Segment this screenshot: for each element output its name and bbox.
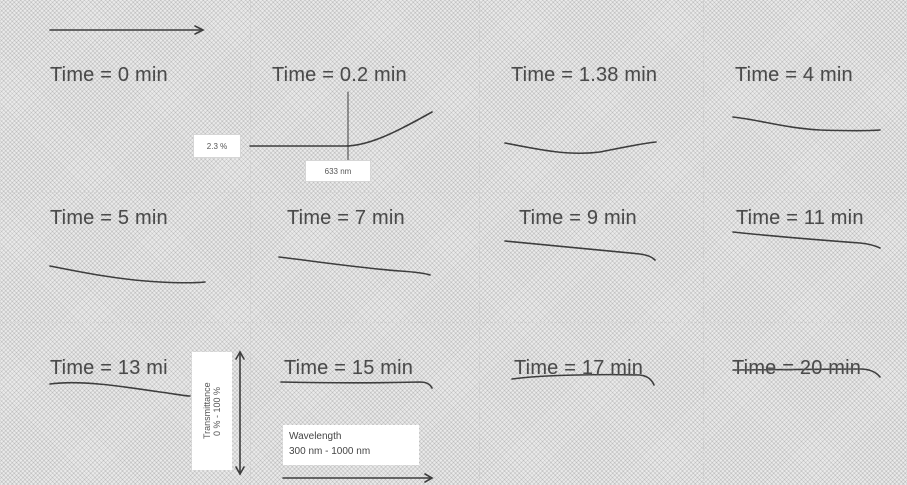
row-divider <box>0 192 907 193</box>
spectrum-curve-7-min <box>278 256 431 276</box>
panel-label-11-min: Time = 11 min <box>736 207 864 229</box>
spectrum-curve-15-min <box>280 381 433 389</box>
panel-label-15-min: Time = 15 min <box>284 357 414 379</box>
row-divider <box>0 322 907 323</box>
spectrum-curve-9-min <box>504 240 656 261</box>
wavelength-marker-label: 633 nm <box>305 160 371 182</box>
panel-label-9-min: Time = 9 min <box>519 207 637 229</box>
spectrum-curve-4-min <box>732 116 881 132</box>
column-divider <box>703 0 704 485</box>
panel-label-20-min: Time = 20 min <box>732 357 862 379</box>
spectrum-curve-1.38-min <box>504 141 657 155</box>
spectrum-curve-0.2-min <box>249 111 433 147</box>
transmittance-marker-label: 2.3 % <box>193 134 241 158</box>
panel-label-5-min: Time = 5 min <box>50 207 168 229</box>
spectrum-curve-13-min <box>49 381 191 397</box>
panel-label-17-min: Time = 17 min <box>514 357 644 379</box>
wavelength-axis-label: Wavelength 300 nm - 1000 nm <box>283 425 419 465</box>
panel-label-13-min: Time = 13 mi <box>50 357 168 379</box>
transmittance-axis-label: Transmittance 0 % - 100 % <box>192 352 232 470</box>
y-axis-title: Transmittance <box>202 382 212 440</box>
panel-label-7-min: Time = 7 min <box>287 207 405 229</box>
spectrum-curve-20-min <box>732 368 881 378</box>
spectrum-curve-11-min <box>732 231 881 249</box>
arrow-head <box>194 25 205 35</box>
column-divider <box>479 0 480 485</box>
column-divider <box>250 0 251 485</box>
y-axis-range: 0 % - 100 % <box>212 386 222 436</box>
panel-label-0-min: Time = 0 min <box>50 64 168 86</box>
x-axis-title: Wavelength <box>289 431 342 442</box>
spectrum-curve-5-min <box>49 265 206 284</box>
panel-label-4-min: Time = 4 min <box>735 64 853 86</box>
panel-label-0.2-min: Time = 0.2 min <box>272 64 407 86</box>
panel-label-1.38-min: Time = 1.38 min <box>511 64 658 86</box>
x-axis-range: 300 nm - 1000 nm <box>289 446 371 457</box>
spectrum-curve-17-min <box>511 373 655 386</box>
